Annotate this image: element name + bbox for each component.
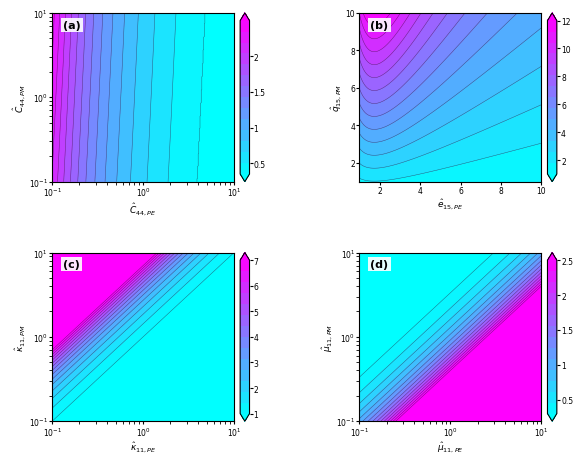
PathPatch shape (240, 14, 250, 22)
PathPatch shape (548, 253, 557, 261)
Y-axis label: $\hat{\mu}_{11,PM}$: $\hat{\mu}_{11,PM}$ (320, 323, 335, 351)
PathPatch shape (240, 413, 250, 421)
X-axis label: $\hat{\mu}_{11,PE}$: $\hat{\mu}_{11,PE}$ (437, 439, 464, 454)
PathPatch shape (548, 14, 557, 22)
PathPatch shape (240, 175, 250, 182)
Text: (d): (d) (371, 260, 389, 269)
Text: (a): (a) (63, 21, 81, 31)
PathPatch shape (548, 413, 557, 421)
Text: (b): (b) (371, 21, 389, 31)
X-axis label: $\hat{e}_{15,PE}$: $\hat{e}_{15,PE}$ (437, 197, 464, 211)
PathPatch shape (240, 253, 250, 261)
Text: (c): (c) (63, 260, 80, 269)
Y-axis label: $\hat{q}_{15,PM}$: $\hat{q}_{15,PM}$ (330, 84, 345, 112)
Y-axis label: $\hat{\kappa}_{11,PM}$: $\hat{\kappa}_{11,PM}$ (13, 323, 27, 351)
PathPatch shape (548, 175, 557, 182)
X-axis label: $\hat{\kappa}_{11,PE}$: $\hat{\kappa}_{11,PE}$ (130, 439, 156, 453)
Y-axis label: $\hat{C}_{44,PM}$: $\hat{C}_{44,PM}$ (12, 84, 27, 113)
X-axis label: $\hat{C}_{44,PE}$: $\hat{C}_{44,PE}$ (129, 200, 157, 216)
